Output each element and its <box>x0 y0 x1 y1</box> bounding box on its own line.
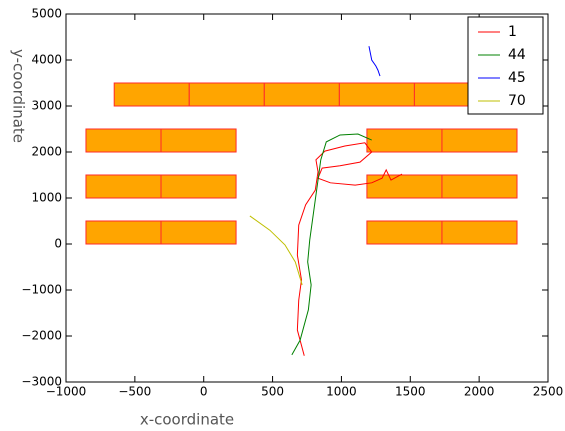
y-tick-label: 1000 <box>31 191 62 205</box>
obstacle <box>338 82 415 107</box>
x-tick-label: 2500 <box>533 385 564 399</box>
obstacle <box>160 128 237 153</box>
trajectory <box>368 46 381 77</box>
x-tick-label: 0 <box>200 385 208 399</box>
obstacle <box>160 174 237 199</box>
y-axis-label: y-coordinate <box>10 49 28 143</box>
obstacle <box>366 174 443 199</box>
trajectory <box>249 215 303 286</box>
obstacle <box>366 220 443 245</box>
obstacle <box>188 82 265 107</box>
obstacle <box>85 174 162 199</box>
obstacle <box>85 128 162 153</box>
y-tick-label: 3000 <box>31 99 62 113</box>
legend-label: 70 <box>508 93 526 109</box>
obstacle <box>113 82 190 107</box>
x-tick-label: 500 <box>261 385 284 399</box>
obstacle <box>160 220 237 245</box>
obstacle <box>441 128 518 153</box>
obstacle <box>85 220 162 245</box>
legend-box <box>467 16 544 115</box>
legend-label: 45 <box>508 70 526 86</box>
legend-label: 44 <box>508 47 526 63</box>
y-tick-label: 4000 <box>31 53 62 67</box>
obstacle <box>441 174 518 199</box>
x-tick-label: −500 <box>118 385 151 399</box>
x-tick-label: 1000 <box>326 385 357 399</box>
trajectory <box>291 133 372 356</box>
obstacle <box>263 82 340 107</box>
obstacle <box>441 220 518 245</box>
y-tick-label: 2000 <box>31 145 62 159</box>
x-tick-label: 1500 <box>395 385 426 399</box>
x-tick-label: −1000 <box>46 385 87 399</box>
obstacle <box>366 128 443 153</box>
y-tick-label: 5000 <box>31 7 62 21</box>
y-tick-label: 0 <box>54 237 62 251</box>
y-tick-label: −1000 <box>21 283 62 297</box>
y-tick-label: −2000 <box>21 329 62 343</box>
y-tick-label: −3000 <box>21 375 62 389</box>
trajectory <box>296 142 403 356</box>
x-tick-label: 2000 <box>464 385 495 399</box>
x-axis-label: x-coordinate <box>140 411 234 429</box>
legend-label: 1 <box>508 24 517 40</box>
